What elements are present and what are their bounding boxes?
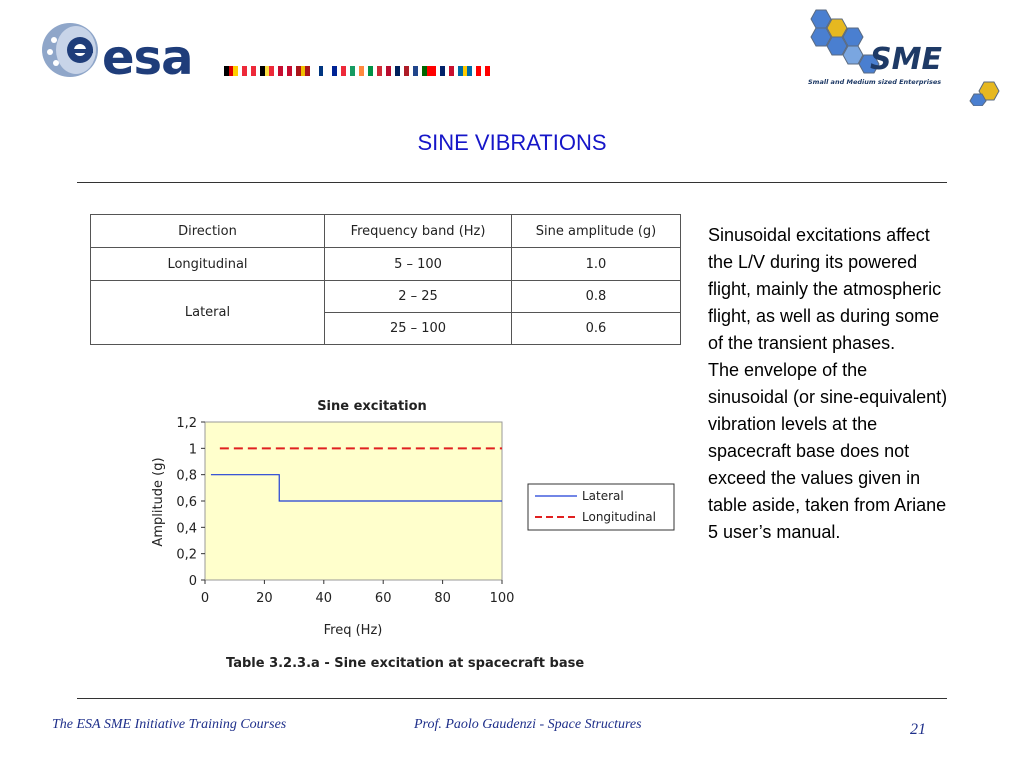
sine-vibration-table: Direction Frequency band (Hz) Sine ampli… <box>90 214 681 345</box>
y-tick-label: 0,8 <box>176 469 197 484</box>
top-divider <box>77 182 947 183</box>
x-tick-label: 20 <box>256 591 273 606</box>
amplitude-cell: 0.8 <box>511 280 681 313</box>
flag-icon <box>386 66 401 76</box>
y-tick-label: 0,2 <box>176 548 197 563</box>
series-line-lateral <box>210 474 502 502</box>
x-tick-label: 100 <box>490 591 515 606</box>
body-text: Sinusoidal excitations affect the L/V du… <box>708 222 948 546</box>
chart-legend: Lateral Longitudinal <box>527 483 675 531</box>
table-header-cell: Frequency band (Hz) <box>324 214 512 248</box>
x-axis: 0 20 40 60 80 100 <box>201 580 515 606</box>
paragraph: The envelope of the sinusoidal (or sine-… <box>708 360 948 542</box>
esa-logo: esa <box>40 16 560 86</box>
flag-icon <box>260 66 275 76</box>
bottom-divider <box>77 698 947 699</box>
flag-icon <box>458 66 473 76</box>
y-axis-label: Amplitude (g) <box>151 457 166 546</box>
flag-icon <box>224 66 239 76</box>
legend-label: Longitudinal <box>582 510 656 524</box>
y-tick-label: 1,2 <box>176 416 197 431</box>
footer-course: The ESA SME Initiative Training Courses <box>52 717 287 732</box>
paragraph: Sinusoidal excitations affect the L/V du… <box>708 225 942 353</box>
flag-icon <box>314 66 329 76</box>
esa-globe-icon <box>42 23 98 77</box>
chart-title: Sine excitation <box>317 399 427 414</box>
series-lines <box>210 447 502 502</box>
x-tick-label: 0 <box>201 591 209 606</box>
y-tick-label: 0 <box>189 574 197 589</box>
table-caption: Table 3.2.3.a - Sine excitation at space… <box>226 656 585 671</box>
frequency-band-cell: 2 – 25 <box>324 280 512 313</box>
table-row: Longitudinal 5 – 100 1.0 <box>90 247 681 281</box>
flag-icon <box>242 66 257 76</box>
flag-icon <box>296 66 311 76</box>
sme-wordmark: SME <box>870 42 942 77</box>
legend-box <box>527 483 675 531</box>
sme-subtitle: Small and Medium sized Enterprises <box>808 78 942 86</box>
member-state-flags <box>224 66 491 76</box>
flag-icon <box>368 66 383 76</box>
frequency-band-cell: 5 – 100 <box>324 247 512 281</box>
direction-cell: Longitudinal <box>90 247 325 281</box>
x-tick-label: 80 <box>434 591 451 606</box>
flag-icon <box>440 66 455 76</box>
table-header-cell: Sine amplitude (g) <box>511 214 681 248</box>
flag-icon <box>332 66 347 76</box>
table-row: 25 – 100 0.6 <box>91 312 681 345</box>
sme-logo: SME Small and Medium sized Enterprises <box>796 6 1006 106</box>
flag-icon <box>476 66 491 76</box>
y-tick-label: 1 <box>189 442 197 457</box>
hexagon-cluster-icon <box>810 9 1000 106</box>
frequency-band-cell: 25 – 100 <box>324 312 512 345</box>
table-row: Lateral 2 – 25 0.8 <box>90 280 681 345</box>
y-tick-label: 0,4 <box>176 521 197 536</box>
page-number: 21 <box>910 721 926 738</box>
flag-icon <box>350 66 365 76</box>
flag-icon <box>404 66 419 76</box>
flag-icon <box>422 66 437 76</box>
x-axis-label: Freq (Hz) <box>324 623 383 638</box>
x-tick-label: 60 <box>375 591 392 606</box>
esa-wordmark: esa <box>102 30 194 86</box>
y-axis: 0 0,2 0,4 0,6 0,8 1 1,2 <box>176 416 205 589</box>
amplitude-cell: 1.0 <box>511 247 681 281</box>
y-tick-label: 0,6 <box>176 495 197 510</box>
table-header-cell: Direction <box>90 214 325 248</box>
table-header-row: Direction Frequency band (Hz) Sine ampli… <box>90 214 681 248</box>
legend-label: Lateral <box>582 489 624 503</box>
footer-author: Prof. Paolo Gaudenzi - Space Structures <box>414 717 642 732</box>
direction-cell: Lateral <box>90 280 325 345</box>
page-title: SINE VIBRATIONS <box>417 130 607 155</box>
flag-icon <box>278 66 293 76</box>
sine-excitation-chart: Sine excitation 0 0,2 0,4 0,6 0,8 1 1,2 0 20 40 6… <box>151 399 675 638</box>
x-tick-label: 40 <box>316 591 333 606</box>
amplitude-cell: 0.6 <box>511 312 681 345</box>
